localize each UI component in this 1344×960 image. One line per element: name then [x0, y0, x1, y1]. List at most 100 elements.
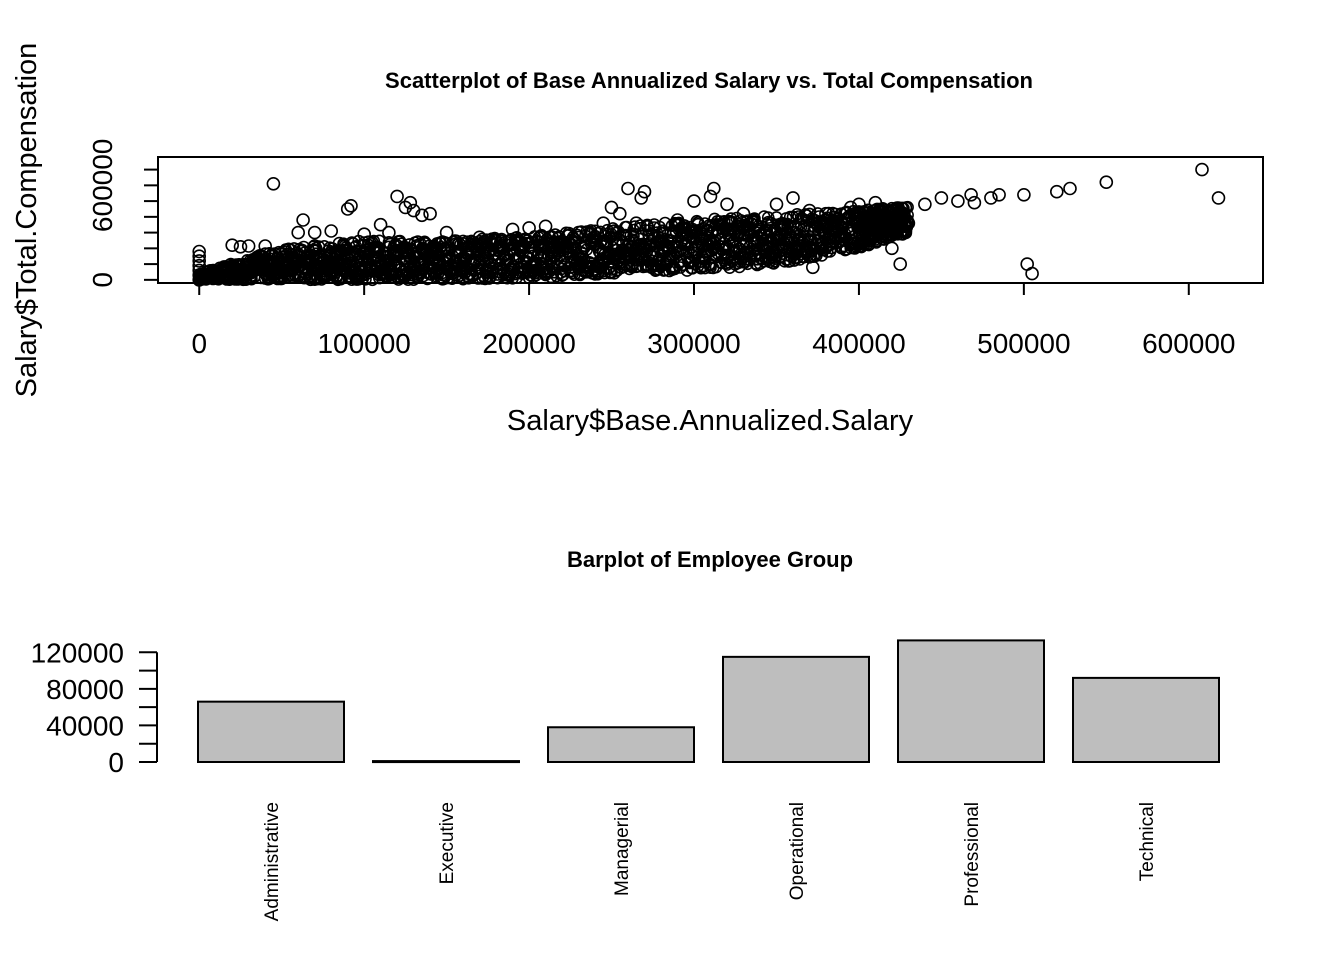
scatter-point [225, 238, 239, 252]
category-label: Managerial [612, 802, 633, 896]
scatter-point [472, 230, 487, 245]
scatter-point [697, 259, 710, 273]
scatter-point [860, 206, 875, 221]
scatter-point [901, 200, 914, 214]
scatter-point [736, 206, 751, 221]
scatter-point [192, 263, 206, 278]
y-tick-label: 80000 [46, 674, 124, 705]
bar-professional [897, 639, 1045, 764]
scatter-point [612, 206, 627, 221]
scatter-point [596, 216, 611, 230]
bar-operational [722, 655, 870, 763]
scatter-point [786, 191, 800, 205]
scatter-point [1025, 266, 1039, 281]
bar-executive [372, 760, 520, 764]
scatter-point [390, 189, 404, 204]
scatter-point [588, 224, 602, 238]
scatter-point [332, 236, 347, 251]
category-label: Operational [787, 802, 808, 900]
category-label: Administrative [262, 802, 283, 921]
scatter-point [192, 258, 206, 273]
scatter-point [291, 225, 306, 240]
scatter-point [505, 222, 520, 237]
scatter-point [344, 199, 358, 213]
scatter-title: Scatterplot of Base Annualized Salary vs… [385, 68, 1033, 93]
scatter-point [687, 194, 701, 208]
scatter-point [802, 203, 817, 218]
scatter-point [984, 191, 998, 205]
y-tick-label: 600000 [87, 139, 118, 232]
scatter-point [706, 181, 721, 196]
scatter-point [967, 195, 982, 210]
scatter-point [1099, 175, 1114, 189]
scatterplot-panel: Scatterplot of Base Annualized Salary vs… [11, 43, 1264, 437]
scatter-point [415, 208, 429, 223]
y-tick-label: 40000 [46, 710, 124, 741]
scatter-dense-band [192, 200, 914, 287]
scatter-point [934, 191, 949, 205]
scatter-point [1017, 188, 1031, 202]
scatter-point [192, 254, 206, 268]
scatter-point [192, 249, 206, 264]
scatter-point [296, 213, 310, 227]
scatter-point [382, 225, 396, 240]
scatter-point [258, 239, 273, 253]
bar-category-labels: Administrative Executive Managerial Operati… [262, 802, 1158, 921]
scatter-point [951, 194, 965, 208]
scatter-point [307, 225, 322, 240]
scatter-point [992, 188, 1006, 202]
scatter-plot-frame [157, 156, 1264, 284]
scatter-point [703, 189, 718, 204]
scatter-point [359, 272, 372, 286]
scatter-point [1063, 181, 1077, 196]
scatter-point [372, 234, 386, 248]
category-label: Professional [962, 802, 983, 907]
scatter-x-axis-label: Salary$Base.Annualized.Salary [507, 405, 914, 437]
scatter-point [918, 197, 932, 212]
scatter-point [571, 225, 586, 240]
category-label: Technical [1137, 802, 1158, 881]
scatter-point [748, 212, 761, 225]
scatter-point [885, 241, 899, 256]
scatter-point [439, 225, 454, 240]
x-tick-label: 500000 [977, 328, 1070, 359]
x-tick-label: 200000 [482, 328, 575, 359]
y-tick-label: 120000 [31, 637, 124, 668]
scatter-point [901, 216, 916, 230]
scatter-point [769, 197, 784, 212]
scatter-point [868, 195, 883, 210]
scatter-point [629, 216, 644, 230]
bar-technical [1072, 676, 1220, 764]
barplot-panel: Barplot of Employee Group 0 40000 80000 120… [31, 547, 1220, 921]
scatter-point [538, 219, 553, 234]
y-tick-label: 0 [108, 747, 124, 778]
scatter-point [843, 200, 858, 215]
scatter-points [192, 162, 1226, 287]
scatter-point [637, 184, 652, 199]
scatter-point [366, 273, 379, 287]
scatter-point [604, 200, 619, 215]
x-tick-label: 100000 [317, 328, 410, 359]
scatter-point [1195, 162, 1209, 177]
x-tick-label: 0 [191, 328, 207, 359]
scatter-point [324, 224, 339, 238]
scatter-point [357, 227, 372, 241]
bar-bars [197, 639, 1220, 764]
scatter-point [819, 206, 833, 221]
category-label: Executive [437, 802, 458, 884]
x-tick-label: 600000 [1142, 328, 1235, 359]
scatter-point [423, 206, 437, 221]
scatter-point [241, 239, 256, 253]
scatter-point [805, 260, 820, 275]
scatter-point [621, 181, 635, 196]
bar-administrative [197, 700, 345, 764]
scatter-point [720, 197, 734, 212]
scatter-point [717, 215, 731, 228]
scatter-point [798, 208, 812, 221]
scatter-point [1050, 184, 1064, 199]
scatter-point [192, 244, 206, 259]
bar-y-axis: 0 40000 80000 120000 [31, 637, 158, 778]
scatter-y-axis-label: Salary$Total.Compensation [11, 43, 43, 398]
y-tick-label: 0 [87, 272, 118, 288]
scatter-point [398, 200, 413, 215]
